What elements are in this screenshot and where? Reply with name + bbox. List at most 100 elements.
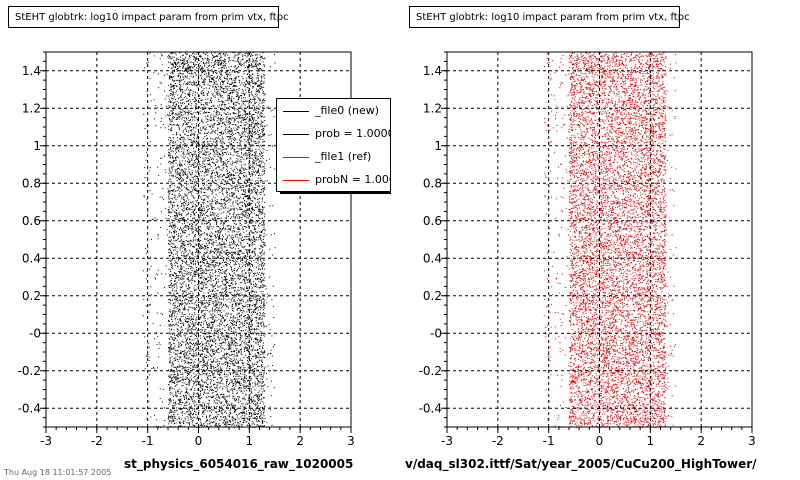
data-point — [186, 117, 187, 119]
data-point — [261, 198, 263, 200]
data-point — [188, 318, 190, 320]
data-point — [231, 260, 233, 262]
data-point — [239, 412, 241, 414]
data-point — [226, 364, 228, 366]
data-point — [252, 133, 254, 135]
data-point — [199, 404, 201, 405]
data-point — [216, 306, 218, 308]
data-point — [257, 133, 259, 135]
data-point — [193, 64, 195, 65]
data-point — [202, 199, 204, 201]
data-point — [178, 115, 180, 117]
data-point — [190, 240, 192, 242]
data-point — [238, 413, 240, 415]
data-point — [201, 403, 203, 405]
data-point — [247, 138, 249, 140]
data-point — [258, 164, 260, 166]
data-point — [185, 339, 187, 341]
data-point — [259, 398, 261, 400]
data-point — [212, 114, 214, 116]
data-point — [239, 143, 241, 145]
data-point — [270, 110, 272, 112]
data-point — [227, 254, 229, 255]
data-point — [260, 296, 261, 298]
data-point — [233, 363, 235, 365]
data-point — [243, 246, 245, 248]
data-point — [222, 88, 224, 90]
data-point — [212, 351, 214, 353]
data-point — [263, 206, 265, 208]
data-point — [212, 260, 213, 262]
data-point — [228, 126, 230, 128]
data-point — [255, 132, 257, 134]
data-point — [196, 355, 198, 357]
data-point — [243, 202, 245, 204]
data-point — [218, 79, 220, 81]
data-point — [255, 170, 257, 172]
data-point — [169, 154, 171, 156]
data-point — [181, 385, 183, 387]
data-point — [248, 380, 250, 382]
data-point — [171, 124, 173, 126]
data-point — [223, 260, 224, 262]
data-point — [263, 352, 265, 354]
data-point — [247, 314, 249, 315]
data-point — [216, 264, 218, 266]
data-point — [234, 380, 236, 382]
data-point — [220, 377, 222, 379]
data-point — [167, 209, 169, 210]
data-point — [261, 240, 263, 242]
data-point — [230, 225, 232, 227]
data-point — [169, 185, 171, 187]
data-point — [182, 376, 184, 378]
data-point — [168, 201, 170, 203]
data-point — [245, 290, 247, 292]
data-point — [192, 349, 194, 351]
data-point — [174, 197, 176, 199]
data-point — [254, 131, 256, 133]
data-point — [235, 355, 237, 357]
data-point — [240, 376, 242, 378]
data-point — [258, 413, 259, 415]
data-point — [176, 70, 178, 72]
data-point — [252, 154, 254, 156]
data-point — [244, 296, 246, 298]
data-point — [200, 213, 202, 215]
data-point — [216, 418, 217, 419]
data-point — [224, 221, 226, 223]
data-point — [194, 404, 196, 406]
data-point — [230, 373, 231, 375]
data-point — [196, 190, 198, 192]
data-point — [200, 55, 202, 57]
data-point — [189, 296, 191, 298]
data-point — [222, 60, 224, 62]
data-point — [171, 190, 173, 192]
data-point — [247, 150, 249, 151]
data-point — [225, 65, 227, 67]
data-point — [212, 392, 214, 394]
data-point — [241, 299, 243, 301]
data-point — [206, 266, 207, 268]
data-point — [232, 117, 234, 119]
data-point — [217, 218, 219, 220]
data-point — [181, 344, 183, 346]
data-point — [252, 162, 254, 164]
data-point — [255, 142, 256, 144]
data-point — [169, 300, 171, 302]
data-point — [180, 85, 182, 87]
data-point — [226, 258, 228, 260]
data-point — [223, 101, 225, 103]
data-point — [251, 320, 253, 321]
data-point — [176, 384, 178, 386]
data-point — [261, 230, 263, 232]
data-point — [196, 140, 198, 142]
data-point — [261, 230, 263, 232]
data-point — [239, 267, 241, 269]
data-point — [172, 91, 174, 93]
data-point — [226, 76, 228, 77]
data-point — [227, 95, 229, 97]
data-point — [261, 255, 263, 257]
data-point — [247, 81, 248, 83]
data-point — [271, 299, 273, 301]
data-point — [169, 256, 171, 258]
